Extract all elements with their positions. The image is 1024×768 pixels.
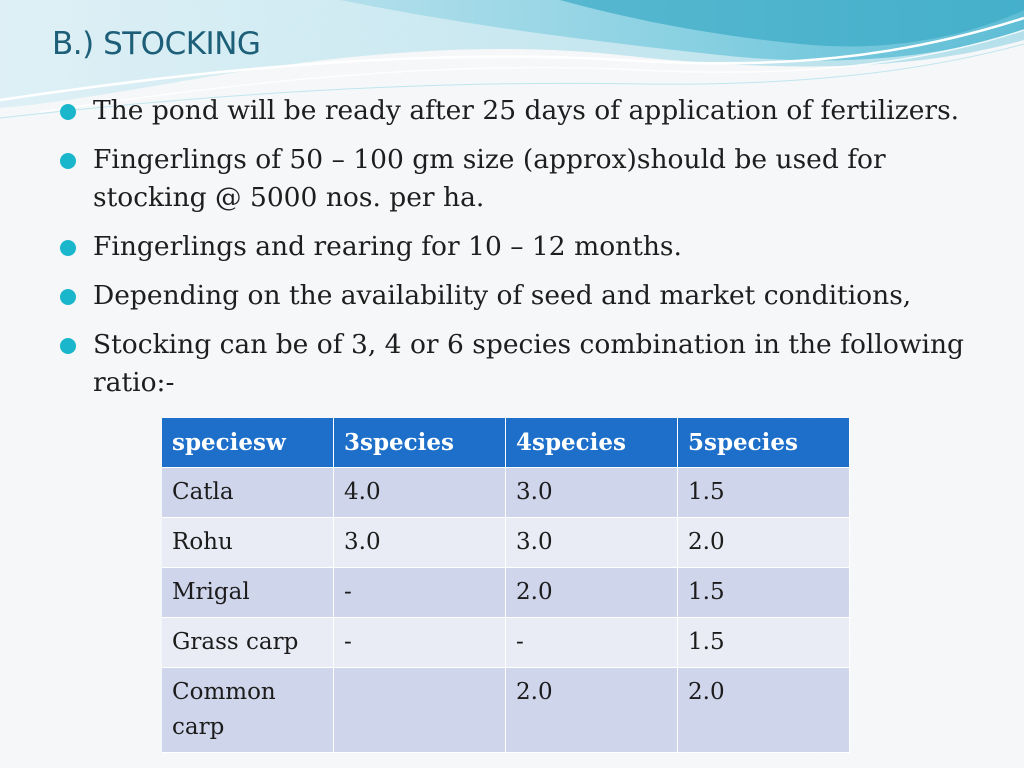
table-cell: 3.0: [333, 517, 506, 568]
table-row: Grass carp - - 1.5: [162, 617, 850, 668]
table-cell: 4.0: [333, 467, 506, 518]
bullet-text: The pond will be ready after 25 days of …: [93, 95, 960, 126]
bullet-dot-icon: [60, 240, 76, 256]
table-cell: 1.5: [677, 467, 850, 518]
bullet-item: Depending on the availability of seed an…: [60, 277, 990, 315]
species-ratio-table: speciesw 3species 4species 5species Catl…: [162, 418, 850, 753]
bullet-dot-icon: [60, 338, 76, 354]
bullet-text: Fingerlings of 50 – 100 gm size (approx)…: [93, 144, 886, 213]
table-cell: [333, 667, 506, 753]
table-cell: 3.0: [505, 467, 678, 518]
table-row: Catla 4.0 3.0 1.5: [162, 467, 850, 518]
table-cell: 2.0: [505, 667, 678, 753]
bullet-item: The pond will be ready after 25 days of …: [60, 92, 990, 130]
table-cell: Common carp: [162, 667, 334, 753]
header-cell: 4species: [505, 418, 678, 468]
table-row: Rohu 3.0 3.0 2.0: [162, 517, 850, 568]
bullet-dot-icon: [60, 289, 76, 305]
header-wave-decoration: [0, 0, 1024, 119]
table-row: Mrigal - 2.0 1.5: [162, 567, 850, 618]
table-cell: -: [505, 617, 678, 668]
bullet-dot-icon: [60, 153, 76, 169]
table-cell: -: [333, 617, 506, 668]
table-cell: Grass carp: [162, 617, 334, 668]
table-cell: 3.0: [505, 517, 678, 568]
header-cell: 3species: [333, 418, 506, 468]
header-cell: speciesw: [162, 418, 334, 468]
table-cell: -: [333, 567, 506, 618]
table-cell: Mrigal: [162, 567, 334, 618]
slide-title: B.) STOCKING: [52, 26, 261, 62]
bullet-text: Stocking can be of 3, 4 or 6 species com…: [93, 329, 965, 398]
table-cell: 2.0: [505, 567, 678, 618]
table-cell: Rohu: [162, 517, 334, 568]
bullet-list: The pond will be ready after 25 days of …: [60, 92, 990, 413]
bullet-text: Fingerlings and rearing for 10 – 12 mont…: [93, 231, 682, 262]
table-cell: 1.5: [677, 617, 850, 668]
bullet-dot-icon: [60, 104, 76, 120]
table-row: Common carp 2.0 2.0: [162, 667, 850, 753]
table-cell: 2.0: [677, 517, 850, 568]
bullet-text: Depending on the availability of seed an…: [93, 280, 912, 311]
table-header-row: speciesw 3species 4species 5species: [162, 418, 850, 468]
bullet-item: Fingerlings of 50 – 100 gm size (approx)…: [60, 141, 990, 217]
table-cell: Catla: [162, 467, 334, 518]
bullet-item: Stocking can be of 3, 4 or 6 species com…: [60, 326, 990, 402]
table-cell: 1.5: [677, 567, 850, 618]
header-cell: 5species: [677, 418, 850, 468]
bullet-item: Fingerlings and rearing for 10 – 12 mont…: [60, 228, 990, 266]
table-cell: 2.0: [677, 667, 850, 753]
